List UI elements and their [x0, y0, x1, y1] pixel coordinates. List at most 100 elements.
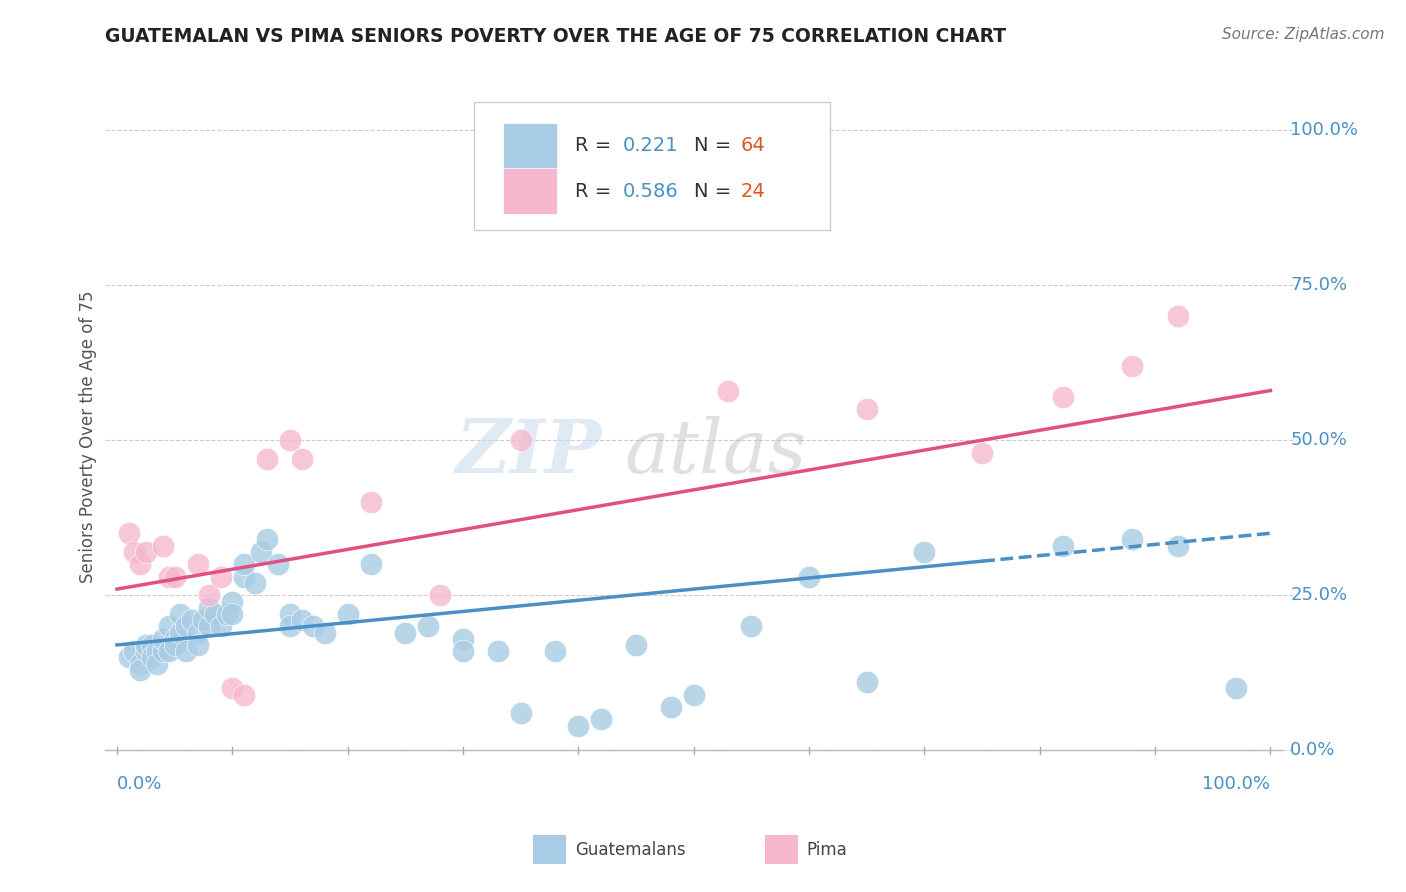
Point — [1121, 533, 1143, 547]
Point — [797, 570, 820, 584]
Text: atlas: atlas — [624, 417, 807, 489]
FancyBboxPatch shape — [474, 102, 830, 230]
Point — [624, 638, 647, 652]
Point — [314, 625, 336, 640]
Point — [117, 526, 139, 541]
Point — [187, 625, 209, 640]
Point — [117, 650, 139, 665]
Text: Guatemalans: Guatemalans — [575, 840, 685, 858]
Point — [544, 644, 567, 658]
Point — [163, 570, 186, 584]
Point — [912, 545, 935, 559]
Point — [141, 650, 163, 665]
Bar — [533, 835, 567, 863]
Point — [174, 619, 197, 633]
Point — [591, 713, 613, 727]
Point — [267, 558, 290, 572]
Text: R =: R = — [575, 136, 617, 155]
Point — [187, 558, 209, 572]
Point — [169, 607, 191, 621]
Point — [717, 384, 740, 398]
Point — [302, 619, 325, 633]
Point — [157, 644, 180, 658]
Text: Pima: Pima — [807, 840, 848, 858]
Point — [221, 681, 243, 696]
Point — [509, 433, 531, 447]
Point — [418, 619, 440, 633]
Point — [290, 451, 312, 466]
Point — [135, 638, 157, 652]
Point — [1225, 681, 1247, 696]
Point — [163, 632, 186, 646]
Point — [198, 619, 221, 633]
Text: Source: ZipAtlas.com: Source: ZipAtlas.com — [1222, 27, 1385, 42]
Bar — [503, 168, 557, 214]
Point — [1167, 309, 1189, 323]
Point — [152, 644, 174, 658]
Point — [486, 644, 509, 658]
Point — [1052, 539, 1074, 553]
Text: 0.586: 0.586 — [623, 182, 678, 201]
Point — [245, 575, 267, 590]
Point — [198, 588, 221, 602]
Point — [174, 644, 197, 658]
Bar — [503, 123, 557, 169]
Text: ZIP: ZIP — [456, 417, 602, 489]
Point — [855, 675, 877, 690]
Point — [193, 613, 215, 627]
Point — [682, 688, 704, 702]
Point — [152, 632, 174, 646]
Point — [290, 613, 312, 627]
Point — [855, 402, 877, 417]
Text: 64: 64 — [741, 136, 766, 155]
Point — [278, 433, 301, 447]
Point — [429, 588, 451, 602]
Point — [157, 619, 180, 633]
Point — [1167, 539, 1189, 553]
Point — [451, 632, 474, 646]
Point — [124, 644, 146, 658]
Point — [232, 570, 254, 584]
Text: GUATEMALAN VS PIMA SENIORS POVERTY OVER THE AGE OF 75 CORRELATION CHART: GUATEMALAN VS PIMA SENIORS POVERTY OVER … — [105, 27, 1007, 45]
Point — [146, 657, 169, 671]
Point — [451, 644, 474, 658]
Point — [135, 545, 157, 559]
Point — [256, 451, 278, 466]
Point — [278, 607, 301, 621]
Point — [659, 700, 682, 714]
Point — [157, 570, 180, 584]
Point — [360, 495, 382, 509]
Point — [169, 625, 191, 640]
Point — [232, 558, 254, 572]
Point — [394, 625, 416, 640]
Point — [740, 619, 762, 633]
Text: 0.221: 0.221 — [623, 136, 678, 155]
Point — [187, 638, 209, 652]
Point — [124, 545, 146, 559]
Point — [221, 594, 243, 608]
Point — [250, 545, 273, 559]
Point — [129, 657, 152, 671]
Text: 0.0%: 0.0% — [117, 775, 162, 794]
Point — [163, 638, 186, 652]
Point — [215, 607, 238, 621]
Point — [129, 663, 152, 677]
Point — [146, 644, 169, 658]
Point — [256, 533, 278, 547]
Point — [135, 644, 157, 658]
Point — [1121, 359, 1143, 373]
Point — [198, 600, 221, 615]
Text: 50.0%: 50.0% — [1291, 431, 1347, 450]
Point — [221, 607, 243, 621]
Point — [278, 619, 301, 633]
Text: 0.0%: 0.0% — [1291, 741, 1336, 759]
Point — [209, 619, 232, 633]
Point — [1052, 390, 1074, 404]
Point — [204, 607, 226, 621]
Text: N =: N = — [693, 136, 737, 155]
Text: 75.0%: 75.0% — [1291, 276, 1347, 294]
Y-axis label: Seniors Poverty Over the Age of 75: Seniors Poverty Over the Age of 75 — [79, 291, 97, 583]
Point — [152, 539, 174, 553]
Point — [181, 613, 204, 627]
Point — [232, 688, 254, 702]
